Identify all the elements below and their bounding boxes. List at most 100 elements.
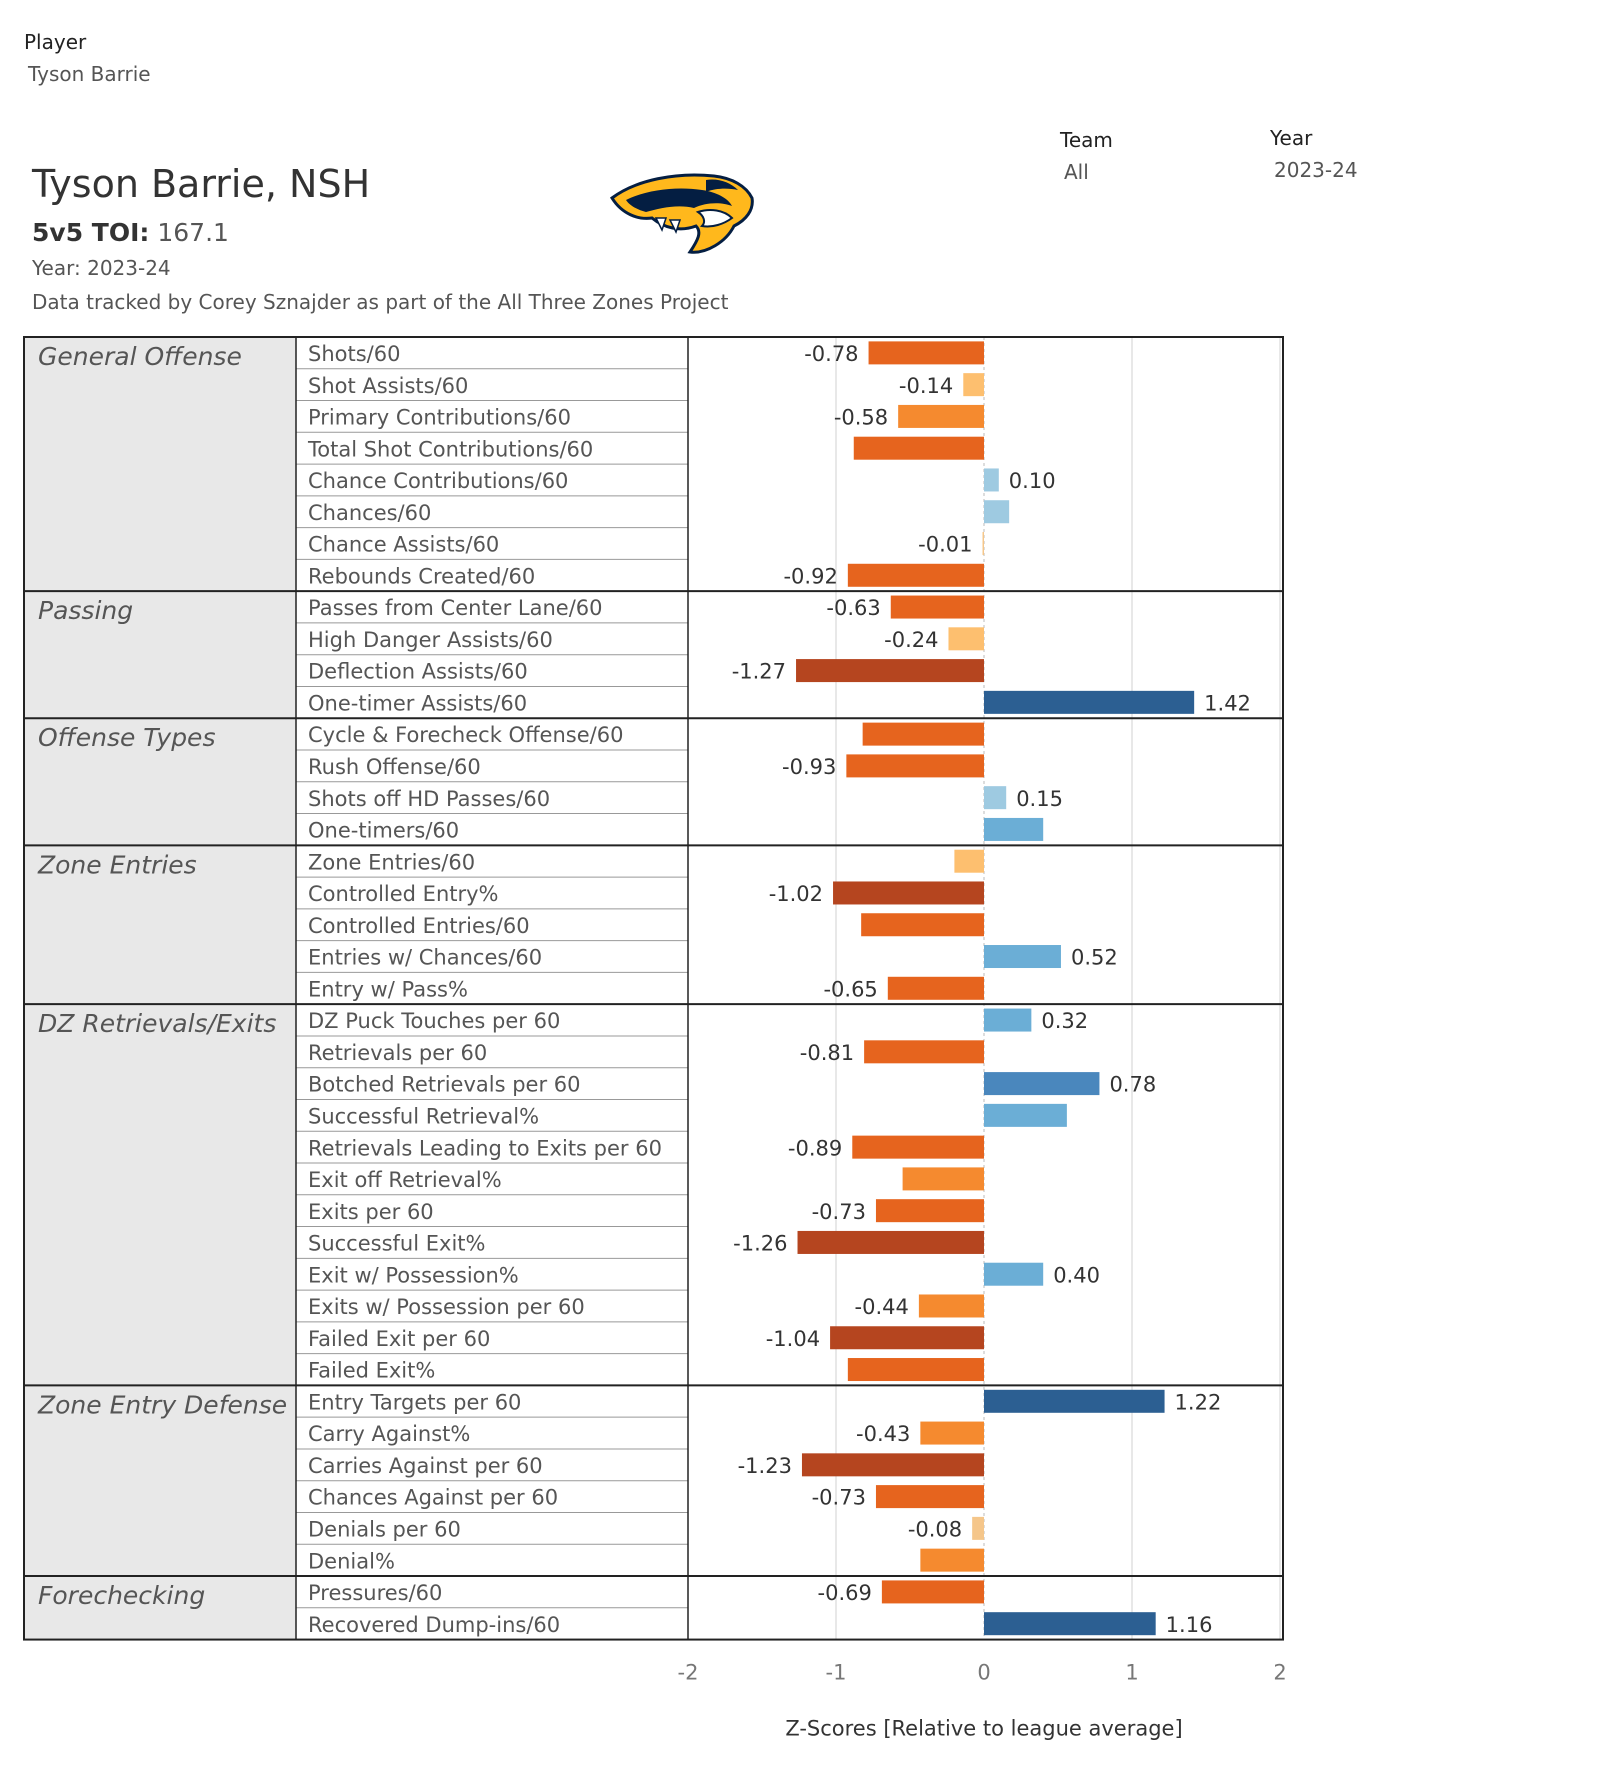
value-label: -0.14 — [899, 374, 953, 398]
x-tick-label: -1 — [826, 1661, 847, 1685]
value-label: 1.16 — [1166, 1613, 1213, 1637]
metric-label: Deflection Assists/60 — [308, 660, 528, 684]
metric-label: Carry Against% — [308, 1422, 470, 1446]
year-filter-value[interactable]: 2023-24 — [1274, 158, 1358, 182]
x-tick-label: 1 — [1125, 1661, 1138, 1685]
value-label: -0.92 — [783, 564, 837, 588]
bar — [898, 404, 984, 428]
metric-label: Exits w/ Possession per 60 — [308, 1295, 585, 1319]
value-label: -0.65 — [823, 977, 877, 1001]
metric-label: Entry w/ Pass% — [308, 977, 468, 1001]
metric-label: Exits per 60 — [308, 1200, 434, 1224]
bar — [984, 817, 1044, 841]
player-title: Tyson Barrie, NSH — [32, 162, 371, 206]
section-cell — [24, 845, 296, 1005]
metric-label: Successful Retrieval% — [308, 1104, 539, 1128]
bar — [918, 1294, 984, 1318]
bar — [984, 1008, 1032, 1032]
value-label: 0.52 — [1071, 946, 1118, 970]
metric-label: Exit w/ Possession% — [308, 1263, 519, 1287]
bar — [984, 945, 1061, 969]
team-filter-value[interactable]: All — [1064, 160, 1089, 184]
section-cell — [24, 1385, 296, 1577]
x-tick-label: 0 — [977, 1661, 990, 1685]
player-filter-label: Player — [24, 30, 87, 54]
bar — [963, 373, 984, 397]
metric-label: Entry Targets per 60 — [308, 1390, 521, 1414]
metric-label: Failed Exit per 60 — [308, 1327, 490, 1351]
section-label: Forechecking — [38, 1581, 205, 1610]
metric-label: Passes from Center Lane/60 — [308, 596, 603, 620]
bar — [847, 563, 984, 587]
value-label: -0.73 — [812, 1486, 866, 1510]
value-label: -0.63 — [826, 596, 880, 620]
metric-label: Chances/60 — [308, 501, 431, 525]
metric-label: Rebounds Created/60 — [308, 564, 535, 588]
metric-label: Zone Entries/60 — [308, 850, 475, 874]
value-label: -0.58 — [834, 406, 888, 430]
bar — [984, 690, 1195, 714]
data-credit: Data tracked by Corey Sznajder as part o… — [32, 290, 729, 314]
metric-label: Cycle & Forecheck Offense/60 — [308, 723, 623, 747]
metric-label: Retrievals per 60 — [308, 1041, 487, 1065]
value-label: -0.08 — [908, 1517, 962, 1541]
metric-label: Retrievals Leading to Exits per 60 — [308, 1136, 662, 1160]
bar — [797, 1230, 984, 1254]
value-label: 0.78 — [1109, 1073, 1156, 1097]
bar — [796, 659, 984, 683]
value-label: -0.73 — [812, 1200, 866, 1224]
section-label: Zone Entry Defense — [37, 1390, 287, 1419]
metric-label: Controlled Entry% — [308, 882, 499, 906]
metric-label: Primary Contributions/60 — [308, 406, 571, 430]
metric-label: Chance Contributions/60 — [308, 469, 568, 493]
value-label: -0.81 — [800, 1041, 854, 1065]
metric-label: High Danger Assists/60 — [308, 628, 553, 652]
value-label: 0.32 — [1041, 1009, 1088, 1033]
section-label: General Offense — [38, 342, 242, 371]
metric-label: Carries Against per 60 — [308, 1454, 543, 1478]
bar — [864, 1040, 984, 1064]
bar — [920, 1548, 984, 1572]
bar — [984, 500, 1010, 524]
bar — [890, 595, 984, 619]
toi-label: 5v5 TOI: — [32, 218, 150, 247]
bar — [920, 1421, 984, 1445]
metric-label: Shots/60 — [308, 342, 400, 366]
bar — [984, 468, 999, 492]
bar — [801, 1453, 984, 1477]
value-label: -1.02 — [769, 882, 823, 906]
value-label: -1.27 — [732, 660, 786, 684]
value-label: -0.44 — [855, 1295, 909, 1319]
value-label: -0.78 — [804, 342, 858, 366]
value-label: -0.93 — [782, 755, 836, 779]
toi-line: 5v5 TOI: 167.1 — [32, 218, 229, 247]
year-line: Year: 2023-24 — [32, 256, 171, 280]
value-label: 1.22 — [1175, 1390, 1222, 1414]
table-frame — [23, 336, 1284, 1641]
metric-label: Botched Retrievals per 60 — [308, 1073, 581, 1097]
bar — [881, 1580, 984, 1604]
section-cell — [24, 337, 296, 592]
bar — [830, 1326, 984, 1350]
bar — [948, 627, 984, 651]
value-label: -0.89 — [788, 1136, 842, 1160]
value-label: 0.15 — [1016, 787, 1063, 811]
metric-label: Failed Exit% — [308, 1359, 435, 1383]
bar — [984, 1389, 1165, 1413]
bar — [846, 754, 984, 778]
player-filter-value[interactable]: Tyson Barrie — [28, 62, 151, 86]
value-label: -1.23 — [738, 1454, 792, 1478]
value-label: -0.24 — [884, 628, 938, 652]
value-label: 0.10 — [1009, 469, 1056, 493]
bar — [887, 976, 984, 1000]
section-cell — [24, 718, 296, 846]
bar — [902, 1167, 984, 1191]
bar — [853, 436, 984, 460]
metric-label: Pressures/60 — [308, 1581, 442, 1605]
section-label: DZ Retrievals/Exits — [38, 1009, 276, 1038]
team-filter-label: Team — [1060, 128, 1113, 152]
year-filter-label: Year — [1270, 126, 1313, 150]
bar — [875, 1485, 984, 1509]
bar — [984, 1103, 1067, 1127]
